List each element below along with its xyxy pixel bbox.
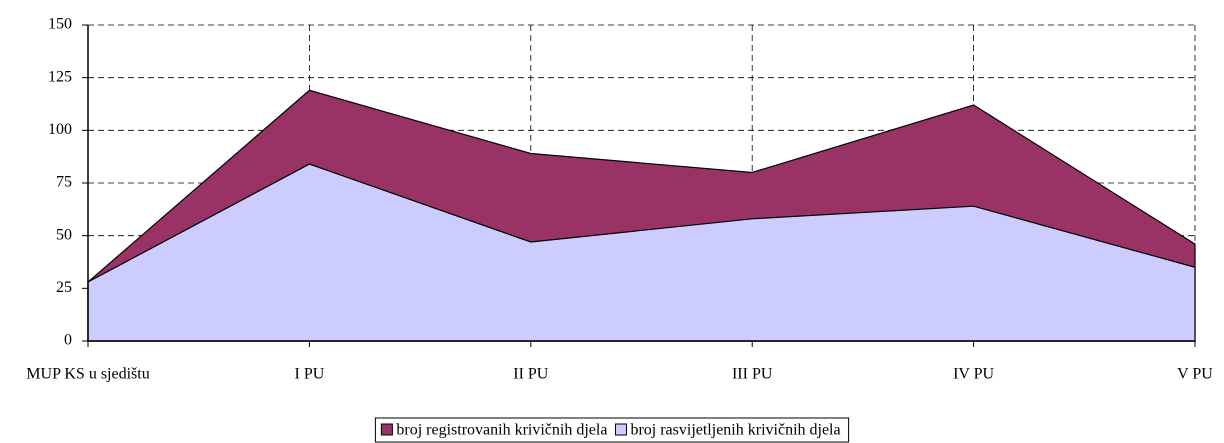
x-tick-label: II PU: [513, 366, 549, 383]
y-tick-label: 0: [64, 332, 72, 349]
x-tick-label: I PU: [295, 366, 325, 383]
area: [87, 163, 1196, 342]
x-tick-label: MUP KS u sjedištu: [26, 366, 149, 383]
legend-swatch: [380, 423, 393, 436]
x-tick-label: IV PU: [953, 366, 994, 383]
y-tick-label: 50: [56, 226, 72, 243]
y-tick-label: 125: [48, 68, 72, 85]
x-tick-label: V PU: [1177, 366, 1213, 383]
x-tick-label: III PU: [732, 366, 773, 383]
legend-label: broj registrovanih krivičnih djela: [396, 422, 607, 439]
y-tick-label: 75: [56, 174, 72, 191]
y-tick-label: 25: [56, 279, 72, 296]
legend-swatch: [614, 423, 627, 436]
y-tick-label: 150: [48, 16, 72, 33]
legend-label: broj rasvijetljenih krivičnih djela: [630, 422, 840, 439]
legend: [374, 417, 850, 443]
y-tick-label: 100: [48, 121, 72, 138]
